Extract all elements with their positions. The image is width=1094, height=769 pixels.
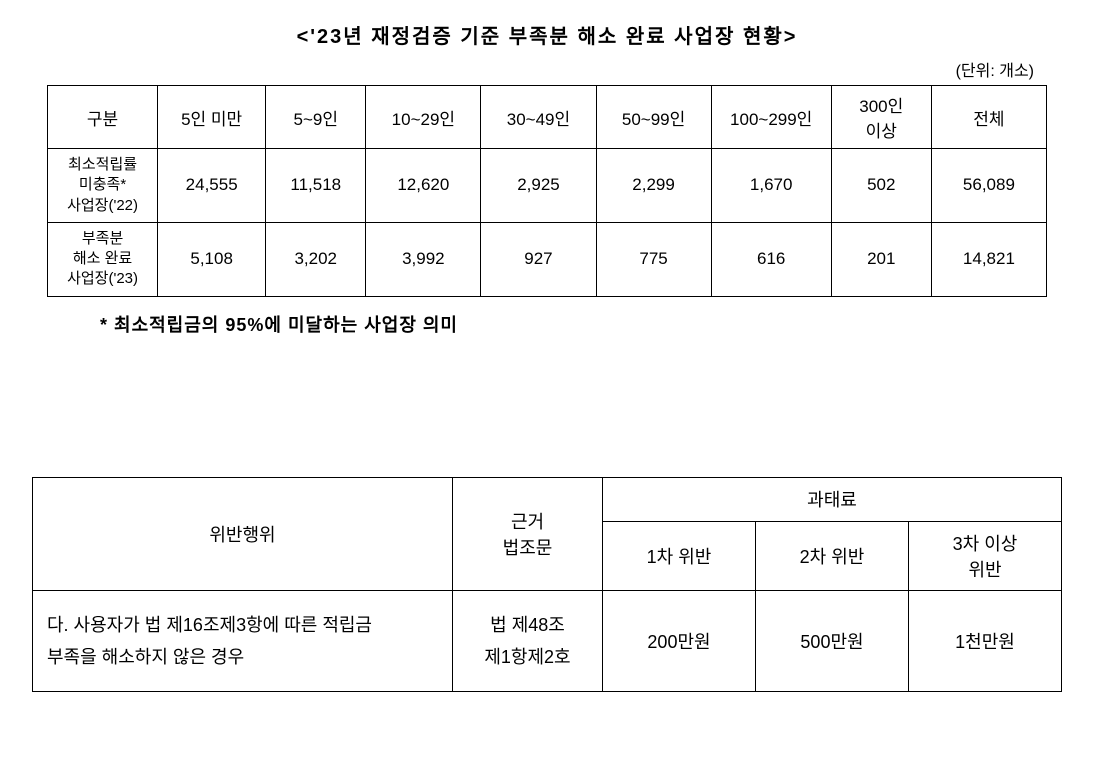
penalty-cell: 1천만원 [909, 590, 1062, 692]
row-label: 최소적립률미충족*사업장('22) [48, 149, 158, 223]
table-row: 최소적립률미충족*사업장('22) 24,555 11,518 12,620 2… [48, 149, 1047, 223]
table-header-row: 구분 5인 미만 5~9인 10~29인 30~49인 50~99인 100~2… [48, 86, 1047, 149]
col-header: 5~9인 [266, 86, 366, 149]
table-row: 다. 사용자가 법 제16조제3항에 따른 적립금부족을 해소하지 않은 경우 … [33, 590, 1062, 692]
cell: 502 [831, 149, 931, 223]
col-header: 300인이상 [831, 86, 931, 149]
footnote: * 최소적립금의 95%에 미달하는 사업장 의미 [100, 311, 1064, 337]
unit-label: (단위: 개소) [30, 57, 1064, 81]
penalty-cell: 200만원 [603, 590, 756, 692]
row-label: 부족분해소 완료사업장('23) [48, 222, 158, 296]
cell: 201 [831, 222, 931, 296]
cell: 3,992 [366, 222, 481, 296]
status-table: 구분 5인 미만 5~9인 10~29인 30~49인 50~99인 100~2… [47, 85, 1047, 297]
col-header: 100~299인 [711, 86, 831, 149]
table-row: 부족분해소 완료사업장('23) 5,108 3,202 3,992 927 7… [48, 222, 1047, 296]
col-header-penalty2: 2차 위반 [756, 521, 909, 590]
violation-cell: 다. 사용자가 법 제16조제3항에 따른 적립금부족을 해소하지 않은 경우 [33, 590, 453, 692]
col-header: 30~49인 [481, 86, 596, 149]
col-header: 10~29인 [366, 86, 481, 149]
col-header-penalty1: 1차 위반 [603, 521, 756, 590]
table-header-row: 위반행위 근거법조문 과태료 [33, 477, 1062, 521]
cell: 927 [481, 222, 596, 296]
cell: 5,108 [158, 222, 266, 296]
col-header-violation: 위반행위 [33, 477, 453, 590]
basis-cell: 법 제48조제1항제2호 [453, 590, 603, 692]
col-header-penalty3: 3차 이상위반 [909, 521, 1062, 590]
penalty-cell: 500만원 [756, 590, 909, 692]
spacer [30, 337, 1064, 477]
page-title: <'23년 재정검증 기준 부족분 해소 완료 사업장 현황> [30, 20, 1064, 49]
col-header: 구분 [48, 86, 158, 149]
cell: 775 [596, 222, 711, 296]
penalty-table: 위반행위 근거법조문 과태료 1차 위반 2차 위반 3차 이상위반 다. 사용… [32, 477, 1062, 693]
cell: 616 [711, 222, 831, 296]
cell: 56,089 [931, 149, 1046, 223]
cell: 11,518 [266, 149, 366, 223]
cell: 2,925 [481, 149, 596, 223]
col-header-basis: 근거법조문 [453, 477, 603, 590]
cell: 1,670 [711, 149, 831, 223]
col-header: 5인 미만 [158, 86, 266, 149]
cell: 24,555 [158, 149, 266, 223]
cell: 3,202 [266, 222, 366, 296]
cell: 12,620 [366, 149, 481, 223]
col-header: 전체 [931, 86, 1046, 149]
col-header: 50~99인 [596, 86, 711, 149]
col-header-penalty-group: 과태료 [603, 477, 1062, 521]
cell: 14,821 [931, 222, 1046, 296]
cell: 2,299 [596, 149, 711, 223]
